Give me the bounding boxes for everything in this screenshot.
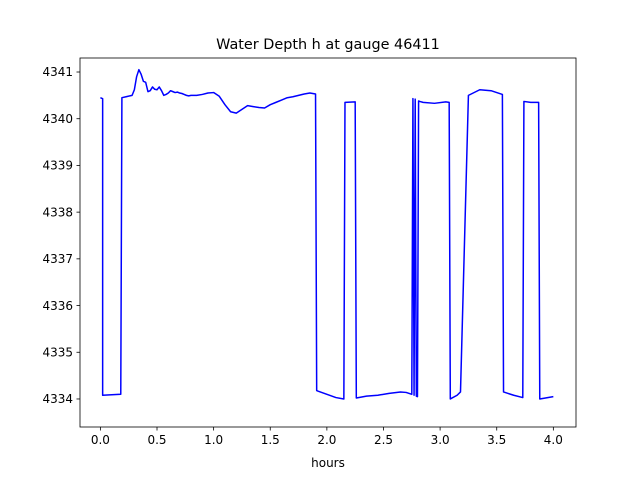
y-tick-label: 4335	[42, 345, 73, 359]
y-tick-label: 4340	[42, 112, 73, 126]
y-tick-label: 4341	[42, 65, 73, 79]
y-tick-label: 4337	[42, 252, 73, 266]
x-tick-label: 1.0	[204, 433, 223, 447]
y-tick-label: 4339	[42, 159, 73, 173]
x-tick-label: 4.0	[544, 433, 563, 447]
x-axis: 0.0 0.5 1.0 1.5 2.0 2.5 3.0 3.5 4.0	[91, 427, 563, 447]
y-tick-label: 4334	[42, 392, 73, 406]
chart-title: Water Depth h at gauge 46411	[216, 37, 440, 53]
y-tick-label: 4338	[42, 205, 73, 219]
x-tick-label: 3.5	[487, 433, 506, 447]
plot-area	[79, 57, 577, 428]
plot-frame	[79, 57, 577, 428]
x-axis-label: hours	[311, 456, 345, 470]
y-axis: 4334 4335 4336 4337 4338 4339 4340 4341	[42, 65, 80, 406]
x-tick-label: 0.5	[147, 433, 166, 447]
x-tick-label: 0.0	[91, 433, 110, 447]
x-tick-label: 3.0	[431, 433, 450, 447]
x-tick-label: 2.5	[374, 433, 393, 447]
x-tick-label: 2.0	[317, 433, 336, 447]
x-tick-label: 1.5	[261, 433, 280, 447]
y-tick-label: 4336	[42, 299, 73, 313]
series-line-0	[100, 68, 554, 400]
